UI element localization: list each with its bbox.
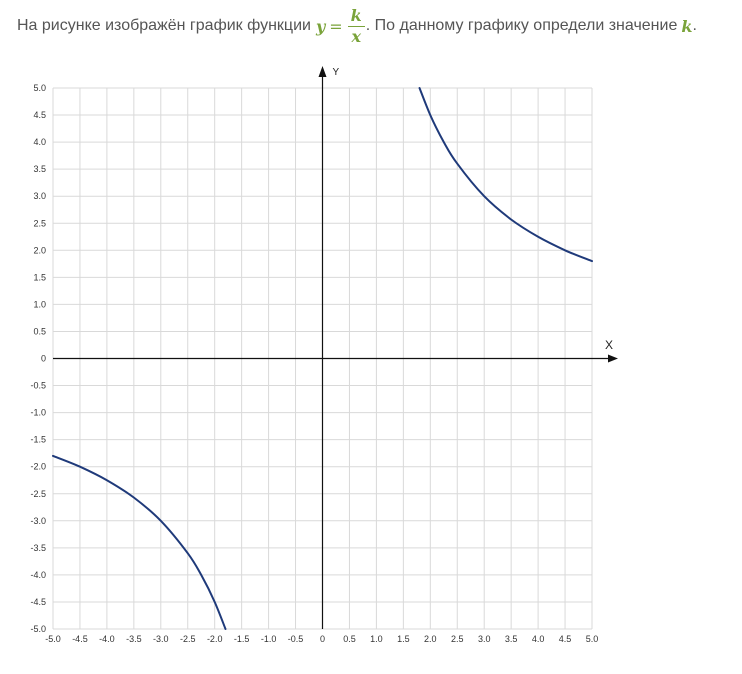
y-tick-label: 0	[41, 354, 46, 364]
y-tick-label: -4.0	[30, 570, 46, 580]
y-tick-label: -1.0	[30, 408, 46, 418]
y-axis-label: Y	[333, 67, 340, 78]
formula-y: y	[315, 16, 326, 36]
y-tick-label: -3.5	[30, 543, 46, 553]
x-tick-label: 4.5	[559, 634, 572, 644]
x-tick-label: 3.5	[505, 634, 518, 644]
x-tick-label: -4.5	[72, 634, 88, 644]
x-tick-label: -3.5	[126, 634, 142, 644]
x-tick-label: -4.0	[99, 634, 115, 644]
curve-first-quadrant	[418, 87, 593, 263]
x-tick-label: 0	[320, 634, 325, 644]
formula-numerator: k	[347, 7, 365, 27]
x-tick-label: 2.0	[424, 634, 437, 644]
curves	[52, 87, 593, 630]
y-tick-label: 1.5	[33, 272, 46, 282]
question-text-after: . По данному графику определи значение	[365, 17, 678, 34]
x-tick-label: -1.5	[234, 634, 250, 644]
y-tick-label: -4.5	[30, 597, 46, 607]
y-tick-label: 2.0	[33, 245, 46, 255]
y-tick-label: 3.0	[33, 191, 46, 201]
x-tick-label: 0.5	[343, 634, 356, 644]
y-tick-label: -1.5	[30, 435, 46, 445]
y-tick-label: -3.0	[30, 516, 46, 526]
x-tick-label: 3.0	[478, 634, 491, 644]
y-tick-label: 2.5	[33, 218, 46, 228]
y-axis-arrow-icon	[318, 66, 327, 77]
y-tick-label: 4.0	[33, 137, 46, 147]
x-tick-label: 2.5	[451, 634, 464, 644]
axes	[53, 66, 618, 629]
formula-k: k	[681, 16, 693, 36]
x-axis-arrow-icon	[608, 354, 618, 363]
x-tick-label: -2.5	[180, 634, 196, 644]
x-tick-label: 1.0	[370, 634, 383, 644]
y-tick-label: 3.5	[33, 164, 46, 174]
x-tick-label: -2.0	[207, 634, 223, 644]
y-tick-labels: 5.0 4.5 4.0 3.5 3.0 2.5 2.0 1.5 1.0 0.5 0 -0.5 -1.0 -…	[30, 83, 46, 634]
question-end: .	[692, 17, 697, 34]
x-tick-label: 1.5	[397, 634, 410, 644]
y-tick-label: 5.0	[33, 83, 46, 93]
y-tick-label: 0.5	[33, 326, 46, 336]
x-tick-label: 5.0	[586, 634, 599, 644]
y-tick-label: -0.5	[30, 381, 46, 391]
x-axis-label: X	[605, 338, 613, 352]
formula-denominator: x	[351, 26, 361, 46]
y-tick-label: -2.5	[30, 489, 46, 499]
x-tick-label: -1.0	[261, 634, 277, 644]
x-tick-label: -0.5	[288, 634, 304, 644]
x-tick-label: 4.0	[532, 634, 545, 644]
question-text: На рисунке изображён график функции y = …	[17, 4, 697, 48]
x-tick-labels: -5.0 -4.5 -4.0 -3.5 -3.0 -2.5 -2.0 -1.5 -1.0 -0.5…	[45, 634, 598, 644]
formula-equals: =	[329, 16, 343, 36]
x-tick-label: -5.0	[45, 634, 61, 644]
formula-fraction: k x	[347, 7, 365, 46]
y-tick-label: 4.5	[33, 110, 46, 120]
y-tick-label: -5.0	[30, 624, 46, 634]
question-text-before: На рисунке изображён график функции	[17, 17, 311, 34]
y-tick-label: -2.0	[30, 462, 46, 472]
x-tick-label: -3.0	[153, 634, 169, 644]
y-tick-label: 1.0	[33, 299, 46, 309]
curve-third-quadrant	[52, 454, 227, 630]
